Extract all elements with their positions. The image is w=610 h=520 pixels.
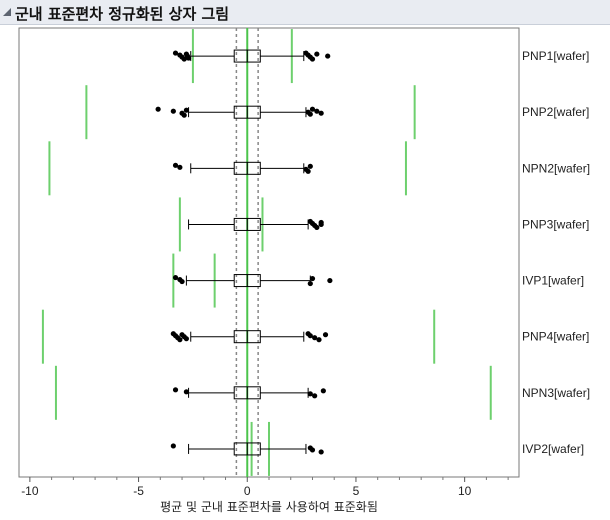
row-label: PNP3[wafer]	[522, 217, 589, 231]
outlier-point	[314, 224, 320, 231]
outlier-point	[318, 449, 324, 455]
row-label: PNP2[wafer]	[522, 105, 589, 119]
row-label: IVP1[wafer]	[522, 274, 584, 288]
x-tick-label: 5	[353, 484, 360, 498]
outlier-point	[177, 164, 183, 170]
disclosure-triangle-icon[interactable]	[3, 8, 11, 16]
outlier-point	[177, 337, 183, 343]
x-tick-label: 0	[244, 484, 251, 498]
plot-frame	[18, 27, 520, 478]
x-tick-label: -5	[133, 484, 144, 498]
outlier-point	[181, 112, 187, 118]
outlier-point	[312, 335, 318, 341]
row-label: NPN2[wafer]	[522, 161, 590, 175]
outlier-point	[327, 277, 333, 284]
row-label: IVP2[wafer]	[522, 442, 584, 456]
outlier-point	[172, 387, 179, 393]
outlier-point	[314, 51, 320, 57]
outlier-point	[185, 55, 192, 61]
outlier-point	[312, 393, 318, 399]
outlier-point	[307, 280, 313, 287]
outlier-point	[183, 107, 189, 113]
outlier-point	[172, 274, 179, 281]
outlier-point	[307, 391, 313, 397]
outlier-point	[183, 389, 189, 395]
outlier-point	[314, 108, 320, 114]
box-plot-chart: PNP1[wafer] PNP2[wafer] NPN2[wafer] PNP3[wa…	[18, 27, 590, 514]
outlier-point	[325, 53, 331, 59]
outlier-point	[170, 443, 176, 449]
outlier-point	[309, 106, 316, 112]
outlier-point	[179, 278, 185, 285]
x-tick-label: -10	[21, 484, 39, 498]
x-axis-title: 평균 및 군내 표준편차를 사용하여 표준화됨	[160, 500, 378, 514]
outlier-point	[316, 337, 322, 343]
outlier-point	[309, 275, 316, 282]
title-bar: 군내 표준편차 정규화된 상자 그림	[0, 0, 610, 25]
chart-marks: PNP1[wafer] PNP2[wafer] NPN2[wafer] PNP3[wa…	[21, 28, 590, 498]
row-label: PNP4[wafer]	[522, 330, 589, 344]
outlier-point	[172, 162, 179, 168]
outlier-point	[307, 111, 313, 117]
chart-title: 군내 표준편차 정규화된 상자 그림	[15, 5, 230, 23]
outlier-point	[309, 447, 316, 453]
outlier-point	[309, 56, 316, 62]
outlier-point	[183, 336, 189, 342]
outlier-point	[155, 106, 161, 112]
outlier-point	[322, 332, 329, 338]
outlier-point	[307, 333, 313, 339]
outlier-point	[305, 168, 311, 174]
outlier-point	[172, 50, 179, 56]
outlier-point	[318, 221, 324, 228]
row-label: NPN3[wafer]	[522, 386, 590, 400]
outlier-point	[307, 163, 313, 169]
x-tick-label: 10	[458, 484, 472, 498]
outlier-point	[318, 110, 324, 116]
row-label: PNP1[wafer]	[522, 49, 589, 63]
outlier-point	[170, 108, 176, 114]
outlier-point	[320, 388, 326, 394]
